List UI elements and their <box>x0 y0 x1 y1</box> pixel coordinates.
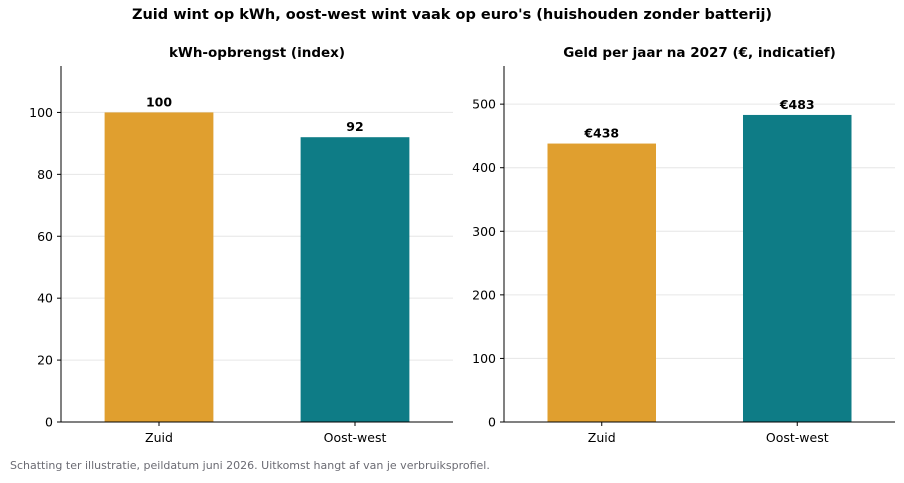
chart-panel-kwh: 100 Zuid 92 Oost-west 0 20 40 60 80 100 kWh-opbren… <box>29 45 453 445</box>
bar-zuid <box>104 112 214 422</box>
chart-title: kWh-opbrengst (index) <box>169 45 345 61</box>
y-tick-label: 100 <box>29 105 53 120</box>
y-tick-label: 80 <box>37 167 53 182</box>
x-tick-label: Zuid <box>588 430 616 445</box>
y-tick-label: 0 <box>488 415 496 430</box>
y-tick-label: 60 <box>37 229 53 244</box>
x-tick-label: Zuid <box>145 430 173 445</box>
bar-oost-west <box>300 137 410 422</box>
x-tick-label: Oost-west <box>324 430 387 445</box>
bar-oost-west <box>742 114 852 422</box>
figure-caption: Schatting ter illustratie, peildatum jun… <box>10 459 490 472</box>
figure-title: Zuid wint op kWh, oost-west wint vaak op… <box>131 7 773 23</box>
y-tick-label: 40 <box>37 291 53 306</box>
data-label: 100 <box>146 94 172 109</box>
y-tick-label: 200 <box>472 287 496 302</box>
data-label: 92 <box>346 119 363 134</box>
bar-zuid <box>547 143 657 423</box>
y-tick-label: 400 <box>472 160 496 175</box>
y-tick-label: 20 <box>37 353 53 368</box>
x-tick-label: Oost-west <box>766 430 829 445</box>
data-label: €438 <box>583 126 619 141</box>
chart-title: Geld per jaar na 2027 (€, indicatief) <box>563 45 836 61</box>
y-tick-label: 300 <box>472 224 496 239</box>
y-tick-label: 0 <box>45 415 53 430</box>
y-tick-label: 500 <box>472 97 496 112</box>
chart-panel-euro: €438 Zuid €483 Oost-west 0 100 200 300 400 500 Gel… <box>472 45 895 445</box>
y-tick-label: 100 <box>472 351 496 366</box>
data-label: €483 <box>779 97 815 112</box>
